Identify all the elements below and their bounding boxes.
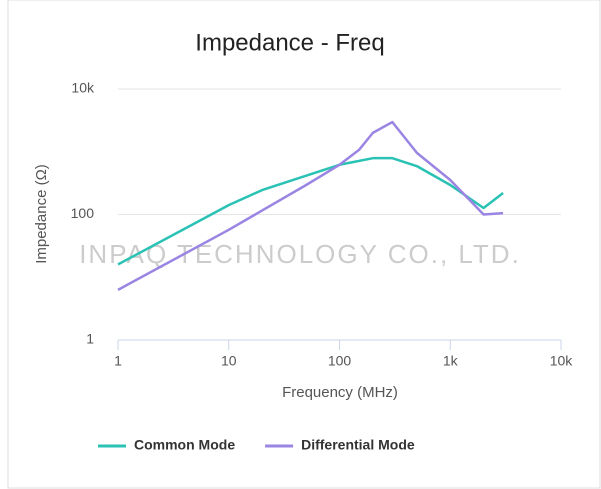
- legend-label: Common Mode: [134, 437, 235, 453]
- x-axis-label: Frequency (MHz): [282, 384, 398, 401]
- y-tick-label: 100: [71, 205, 95, 221]
- card: [7, 0, 601, 489]
- x-tick-label: 1k: [443, 353, 459, 369]
- chart-title: Impedance - Freq: [195, 29, 384, 56]
- x-tick-label: 1: [114, 353, 122, 369]
- x-tick-label: 10k: [550, 353, 574, 369]
- legend-label: Differential Mode: [301, 437, 415, 453]
- x-tick-label: 10: [221, 353, 237, 369]
- y-tick-label: 10k: [71, 80, 95, 96]
- x-tick-label: 100: [328, 353, 352, 369]
- y-axis-label: Impedance (Ω): [33, 164, 50, 264]
- series-line: [117, 120, 504, 291]
- watermark: INPAQ TECHNOLOGY CO., LTD.: [79, 239, 521, 269]
- y-tick-label: 1: [86, 331, 94, 347]
